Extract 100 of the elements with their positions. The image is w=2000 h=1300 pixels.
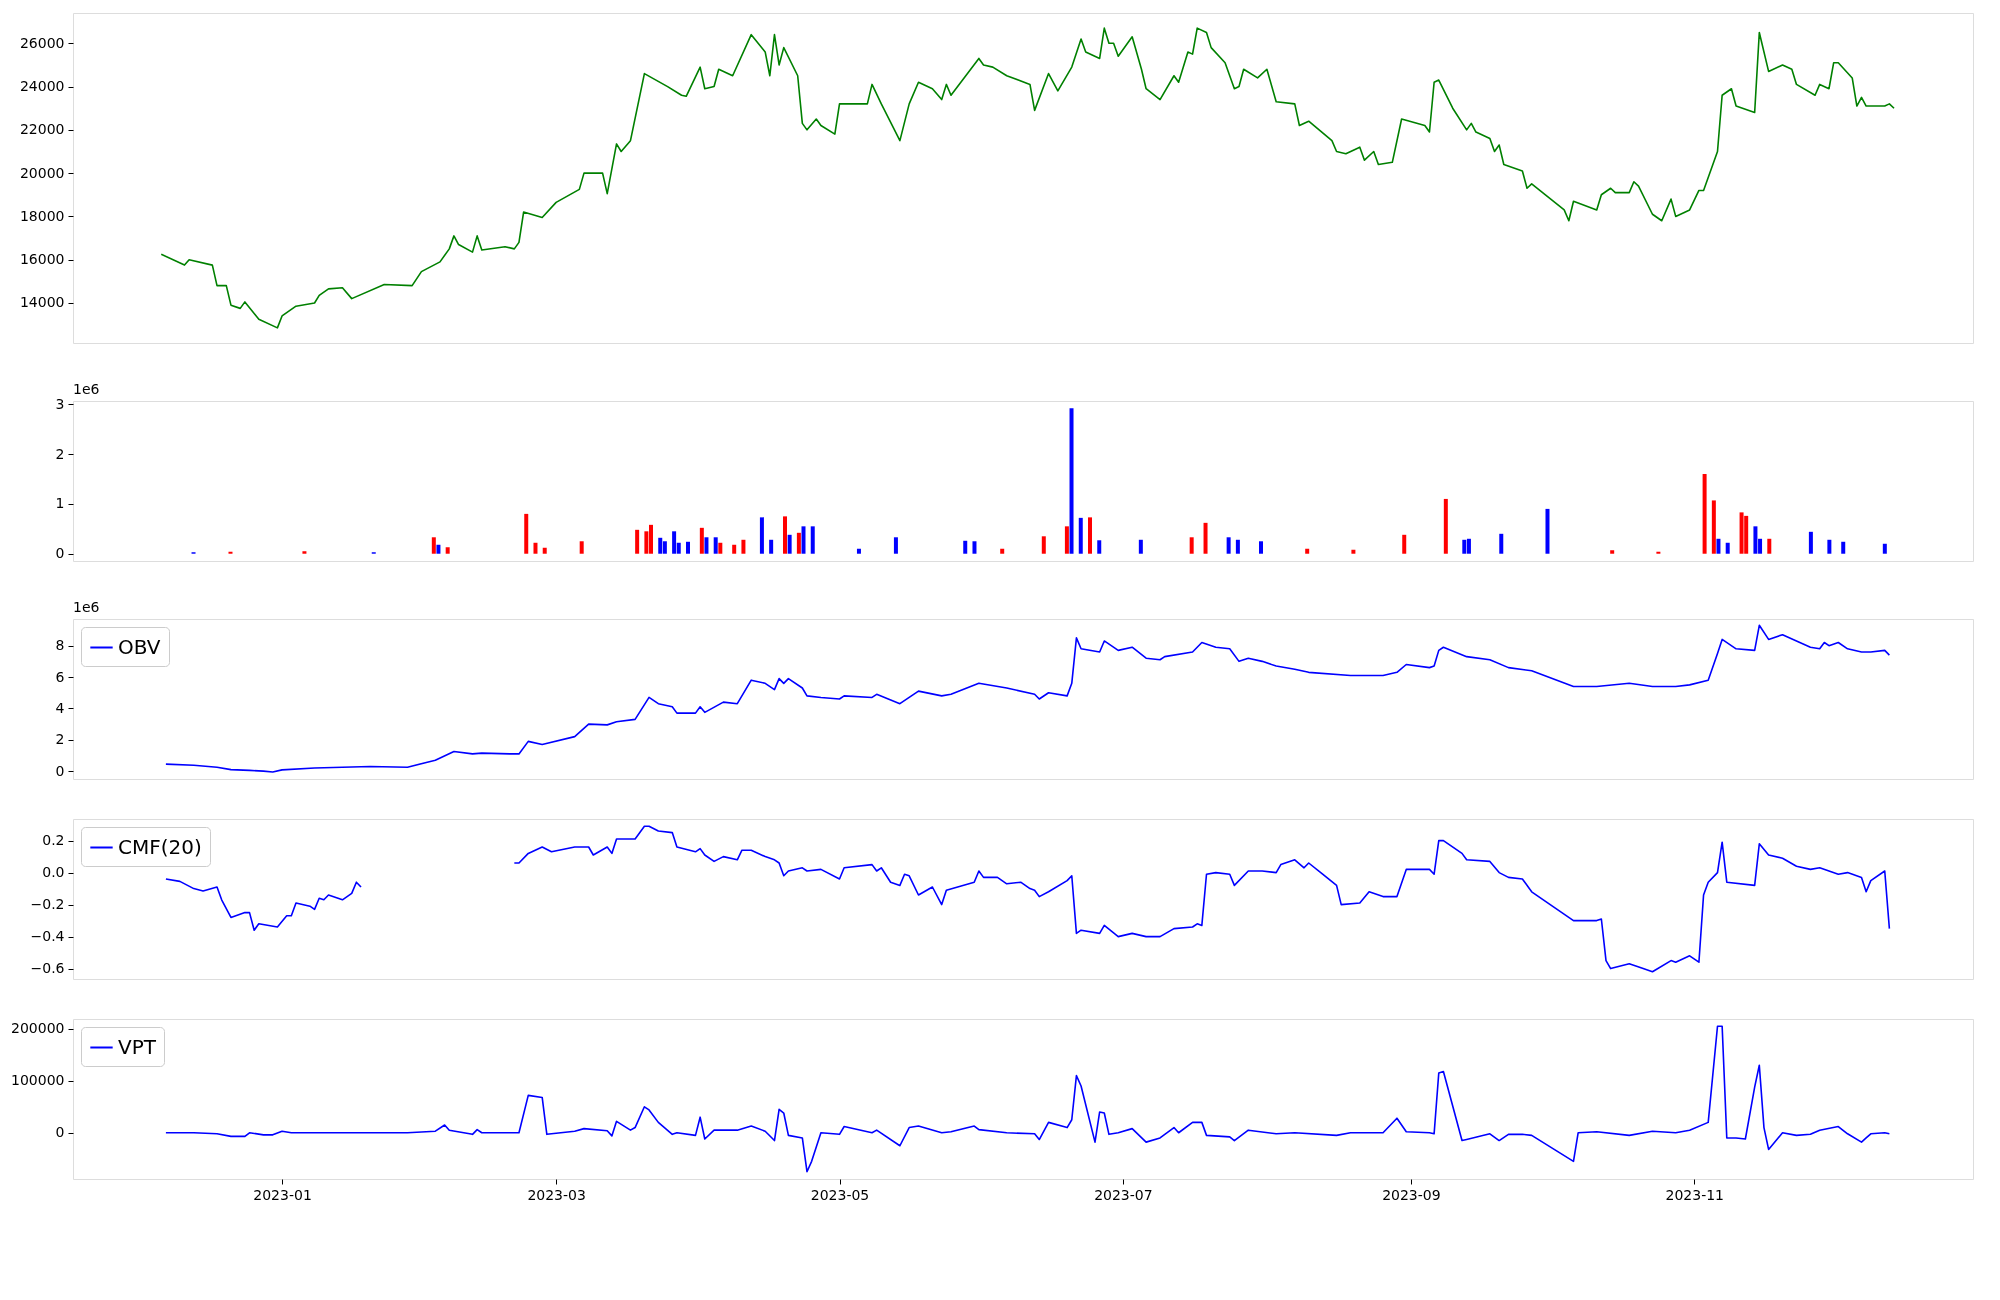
y-tick-label: 16000 xyxy=(19,251,65,268)
y-tick-label: −0.2 xyxy=(30,896,65,913)
y-tick-label: 8 xyxy=(55,637,65,654)
x-tick-label: 2023-01 xyxy=(253,1186,312,1203)
bar xyxy=(658,537,663,554)
bar xyxy=(1744,515,1749,554)
bar xyxy=(1069,408,1074,554)
bar xyxy=(1716,538,1721,554)
bar xyxy=(1088,517,1092,554)
bar xyxy=(1753,526,1758,554)
y-tick-label: 14000 xyxy=(19,294,65,311)
bar xyxy=(1808,531,1813,554)
bar xyxy=(302,551,307,554)
bar xyxy=(1064,526,1069,554)
bar xyxy=(1138,539,1143,554)
bar xyxy=(1499,533,1504,554)
legend-label: CMF(20) xyxy=(118,834,202,859)
y-tick-label: 2 xyxy=(55,731,65,748)
bar xyxy=(856,548,861,554)
y-tick-label: 6 xyxy=(55,668,65,685)
bar xyxy=(1702,474,1707,554)
bar xyxy=(699,527,704,554)
bar xyxy=(579,541,584,554)
bar xyxy=(1656,551,1661,554)
line-series xyxy=(165,624,1891,773)
y-tick-label: −0.4 xyxy=(30,928,65,945)
bar xyxy=(1610,550,1615,554)
bar xyxy=(1882,543,1887,554)
y-tick-label: 4 xyxy=(55,699,65,716)
bar xyxy=(436,544,441,554)
bar xyxy=(1443,498,1448,554)
line-series xyxy=(160,27,1895,329)
bar xyxy=(1462,539,1467,554)
bar xyxy=(1189,537,1194,554)
bar xyxy=(972,541,977,554)
text: 1e6 xyxy=(73,599,100,615)
bar xyxy=(445,547,450,554)
bar xyxy=(635,529,640,554)
bar xyxy=(1841,541,1846,554)
bar xyxy=(759,517,764,554)
legend-label: VPT xyxy=(118,1034,157,1059)
bar xyxy=(783,516,788,554)
bar xyxy=(1827,539,1832,554)
bar xyxy=(1725,542,1730,554)
bar xyxy=(1711,500,1716,554)
bar xyxy=(1000,548,1005,554)
bar xyxy=(1351,549,1356,554)
y-tick-label: 100000 xyxy=(11,1072,65,1089)
bar xyxy=(787,534,792,554)
bar xyxy=(769,539,774,554)
y-tick-label: −0.6 xyxy=(30,960,65,977)
bar xyxy=(533,542,538,554)
y-tick-label: 2 xyxy=(55,445,65,462)
x-tick-label: 2023-09 xyxy=(1382,1186,1441,1203)
y-tick-label: 1 xyxy=(55,495,65,512)
bar xyxy=(1226,537,1231,554)
bar xyxy=(1078,517,1083,554)
bar xyxy=(1305,548,1310,554)
bar xyxy=(704,537,709,554)
y-tick-label: 0.2 xyxy=(42,832,65,849)
bar xyxy=(524,513,529,554)
bar xyxy=(1739,512,1744,554)
y-tick-label: 24000 xyxy=(19,78,65,95)
bar xyxy=(801,526,806,554)
bar xyxy=(1235,539,1240,554)
bar xyxy=(1203,522,1208,554)
y-tick-label: 0 xyxy=(55,762,65,779)
bar xyxy=(1258,541,1263,554)
bar xyxy=(1041,536,1046,554)
y-tick-label: 0.0 xyxy=(42,864,65,881)
x-tick-label: 2023-07 xyxy=(1094,1186,1153,1203)
bar xyxy=(1545,508,1550,554)
text: 1e6 xyxy=(73,381,100,397)
bar xyxy=(810,526,815,554)
bar xyxy=(893,537,898,554)
bar xyxy=(713,537,718,554)
bar xyxy=(542,547,547,554)
y-tick-label: 0 xyxy=(55,545,65,562)
legend-label: OBV xyxy=(118,634,161,659)
bar xyxy=(685,541,690,554)
bar xyxy=(1767,538,1772,554)
bar xyxy=(718,542,723,554)
x-tick-label: 2023-03 xyxy=(527,1186,586,1203)
bar xyxy=(1097,540,1102,554)
y-tick-label: 200000 xyxy=(11,1020,65,1037)
bar xyxy=(796,532,801,554)
y-tick-label: 0 xyxy=(55,1124,65,1141)
bar xyxy=(1466,538,1471,554)
bar xyxy=(662,541,667,554)
y-tick-label: 20000 xyxy=(19,164,65,181)
bar xyxy=(672,531,677,554)
y-tick-label: 3 xyxy=(55,395,65,412)
bar xyxy=(732,544,737,554)
x-tick-label: 2023-05 xyxy=(810,1186,870,1203)
line-series xyxy=(165,1025,1891,1173)
bar xyxy=(1402,534,1407,554)
y-tick-label: 22000 xyxy=(19,121,65,138)
bar xyxy=(228,551,233,554)
x-tick-label: 2023-11 xyxy=(1665,1186,1725,1203)
bar xyxy=(963,540,968,554)
